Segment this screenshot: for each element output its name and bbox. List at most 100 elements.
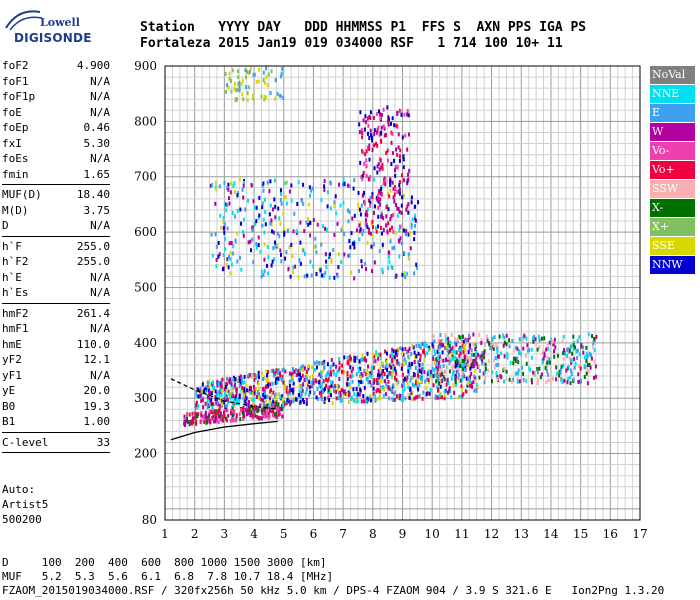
echo-mark — [241, 187, 244, 192]
echo-mark — [546, 346, 549, 351]
echo-mark — [208, 402, 211, 407]
x-tick-label: 5 — [280, 527, 288, 541]
echo-mark — [230, 241, 233, 245]
param-row: h`F 255.0 — [2, 239, 110, 255]
echo-mark — [386, 119, 389, 124]
echo-mark — [322, 224, 324, 229]
echo-mark — [260, 397, 263, 402]
echo-mark — [225, 89, 227, 94]
y-tick-label: 80 — [142, 513, 157, 527]
echo-mark — [583, 375, 586, 379]
echo-mark — [381, 369, 383, 374]
echo-mark — [368, 147, 371, 151]
echo-mark — [306, 273, 309, 278]
echo-mark — [372, 116, 375, 120]
param-row: MUF(D) 18.40 — [2, 187, 110, 203]
echo-mark — [421, 396, 424, 401]
echo-mark — [315, 365, 318, 370]
echo-mark — [594, 364, 597, 369]
echo-mark — [240, 221, 242, 226]
echo-mark — [445, 337, 447, 342]
echo-mark — [248, 399, 250, 404]
echo-mark — [368, 157, 371, 162]
echo-mark — [365, 210, 368, 215]
echo-mark — [468, 379, 471, 384]
echo-mark — [247, 240, 250, 245]
echo-mark — [265, 369, 268, 374]
echo-mark — [403, 357, 406, 362]
echo-mark — [339, 393, 342, 398]
echo-mark — [224, 247, 227, 252]
param-row: B1 1.00 — [2, 414, 110, 430]
echo-mark — [267, 255, 270, 260]
profile-solid — [170, 420, 278, 441]
echo-mark — [396, 353, 399, 358]
echo-mark — [424, 341, 427, 346]
echo-mark — [265, 411, 268, 416]
echo-mark — [436, 370, 439, 375]
echo-mark — [435, 357, 438, 362]
echo-mark — [340, 388, 343, 393]
echo-mark — [389, 239, 392, 244]
echo-mark — [365, 368, 368, 373]
echo-mark — [235, 413, 238, 418]
echo-mark — [450, 332, 453, 337]
echo-mark — [508, 377, 511, 382]
echo-mark — [396, 152, 399, 157]
echo-mark — [206, 401, 209, 406]
echo-mark — [343, 252, 346, 257]
echo-mark — [368, 198, 371, 203]
echo-mark — [274, 96, 277, 101]
echo-mark — [411, 217, 414, 222]
param-name: h`Es — [2, 286, 29, 299]
echo-mark — [226, 408, 229, 413]
param-row: h`F2 255.0 — [2, 254, 110, 270]
echo-mark — [408, 396, 411, 400]
param-value: 110.0 — [76, 337, 110, 351]
echo-mark — [279, 248, 282, 253]
echo-mark — [280, 407, 282, 412]
echo-mark — [474, 347, 477, 352]
echo-mark — [410, 225, 413, 230]
echo-mark — [447, 355, 449, 360]
echo-mark — [274, 244, 277, 249]
echo-mark — [263, 230, 266, 235]
echo-mark — [250, 248, 252, 253]
echo-mark — [469, 379, 472, 384]
echo-mark — [208, 379, 211, 384]
echo-mark — [432, 334, 435, 339]
echo-mark — [331, 380, 334, 385]
echo-mark — [279, 395, 282, 399]
echo-mark — [360, 399, 363, 404]
echo-mark — [327, 377, 330, 382]
echo-mark — [497, 354, 499, 359]
echo-mark — [471, 361, 474, 366]
echo-mark — [396, 360, 399, 365]
echo-mark — [503, 340, 506, 345]
echo-mark — [454, 350, 457, 355]
echo-mark — [435, 364, 438, 369]
x-tick-label: 15 — [573, 527, 588, 541]
echo-mark — [284, 194, 287, 199]
echo-mark — [454, 364, 457, 369]
echo-mark — [330, 372, 332, 377]
echo-mark — [385, 382, 388, 387]
echo-mark — [473, 368, 476, 373]
echo-mark — [204, 401, 207, 406]
echo-mark — [339, 390, 342, 395]
echo-mark — [399, 109, 402, 113]
echo-mark — [402, 154, 405, 159]
echo-mark — [353, 241, 356, 246]
echo-mark — [230, 89, 233, 94]
param-name: yF2 — [2, 353, 22, 366]
echo-mark — [309, 259, 312, 264]
echo-mark — [208, 396, 211, 401]
echo-mark — [369, 175, 372, 180]
echo-mark — [418, 369, 421, 373]
echo-mark — [195, 400, 198, 405]
echo-mark — [470, 362, 473, 367]
echo-mark — [229, 190, 232, 195]
echo-mark — [392, 383, 395, 388]
echo-mark — [362, 228, 365, 233]
echo-mark — [434, 370, 437, 375]
